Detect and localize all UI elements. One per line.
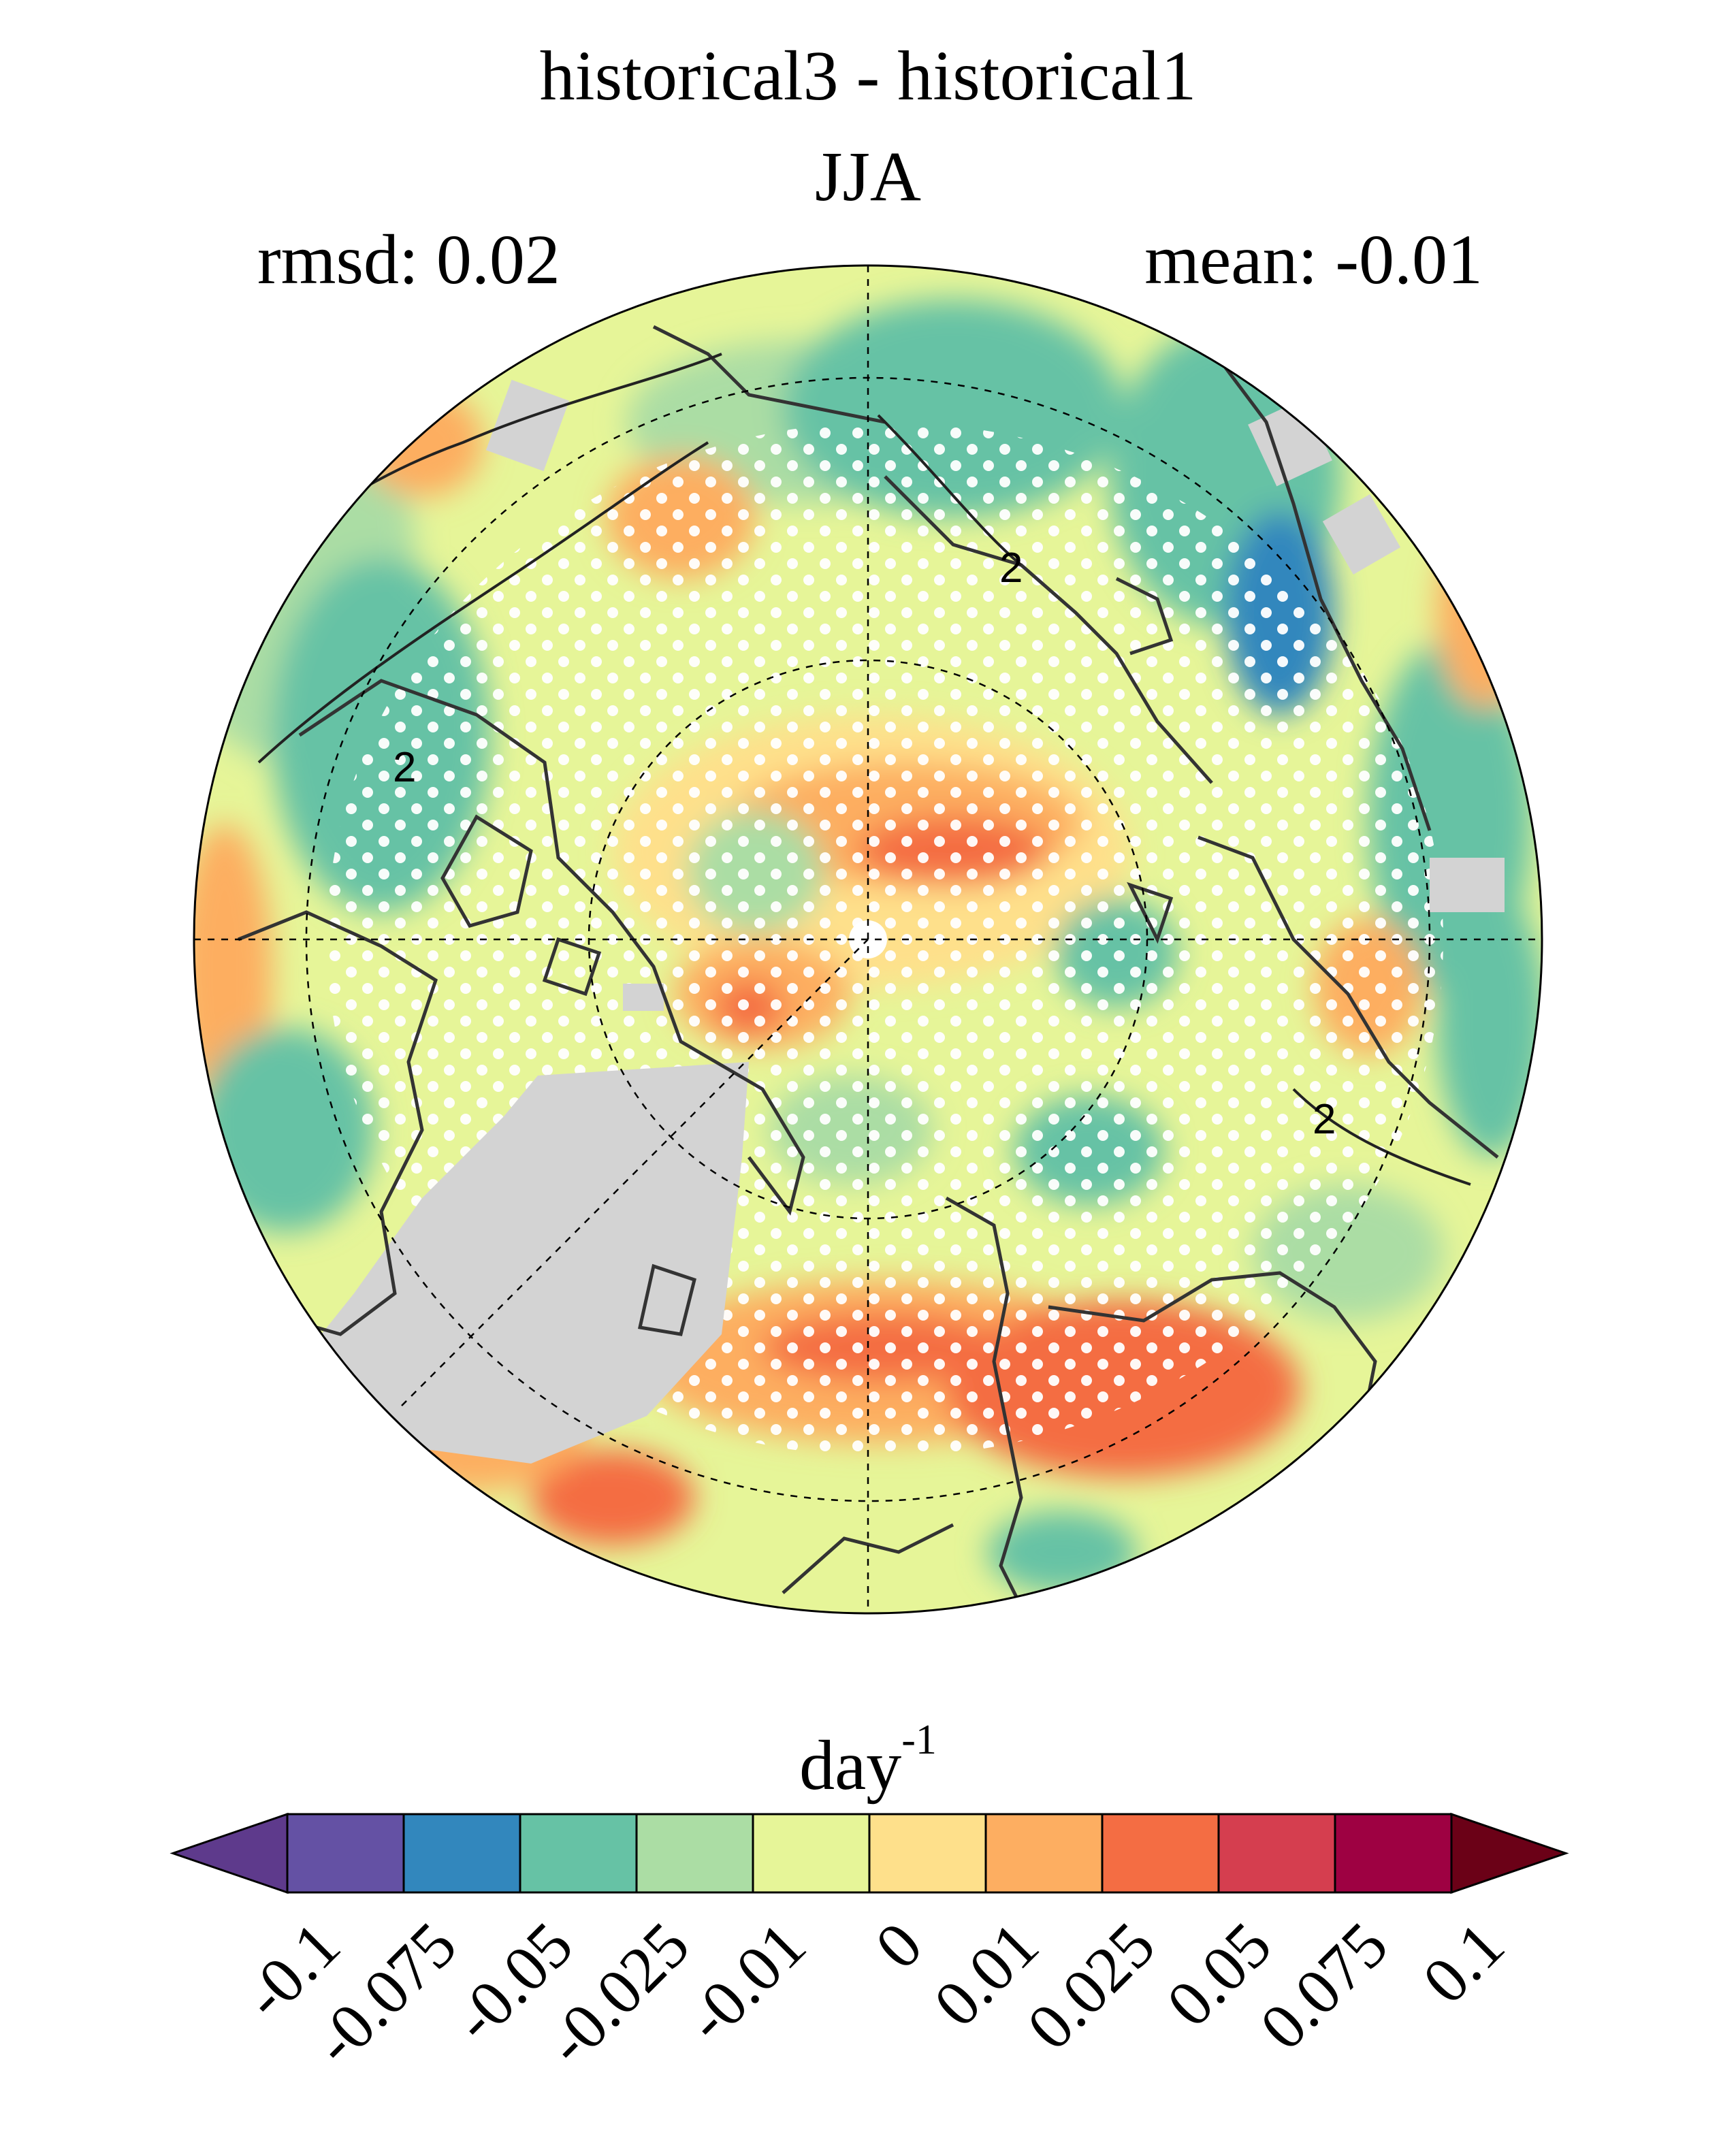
coast-iceland-arc: [652, 325, 886, 424]
colorbar-tick-label: 0.025: [1013, 1908, 1168, 2063]
colorbar-box: [868, 1813, 987, 1894]
contour-label-3: 2: [1313, 1096, 1336, 1143]
rmsd-stat: rmsd: 0.02: [257, 221, 560, 299]
missing-data-a: [485, 379, 570, 472]
coast-alaska: [782, 1523, 954, 1594]
missing-data-greenland: [300, 1062, 749, 1464]
colorbar-tick-label: 0.075: [1246, 1908, 1401, 2063]
colorbar-box: [286, 1813, 405, 1894]
meridian-diag: [401, 939, 869, 1406]
missing-data-d: [1430, 858, 1505, 912]
coast-scandinavia: [884, 475, 1213, 784]
colorbar-unit: day-1: [0, 1719, 1736, 1801]
coast-chukotka: [945, 1196, 1023, 1608]
coastlines: [238, 325, 1499, 1608]
coast-svalbard: [1115, 577, 1174, 656]
missing-data-e: [623, 984, 664, 1011]
colorbar-tick-label: 0: [861, 1908, 936, 1983]
colorbar-tick-label: -0.01: [671, 1908, 819, 2056]
missing-data-c: [1322, 494, 1401, 575]
colorbar-ticks: -0.1-0.075-0.05-0.025-0.01 00.010.0250.05…: [229, 1908, 1517, 2079]
colorbar-box: [519, 1813, 638, 1894]
patch-alaska-hot: [531, 1450, 694, 1545]
colorbar-box: [752, 1813, 871, 1894]
contour-2: [257, 441, 709, 764]
colorbar-box: [635, 1813, 754, 1894]
chart-title: historical3 - historical1: [539, 37, 1197, 115]
map-border: [193, 264, 1543, 1615]
colorbar-extend-high: [1450, 1812, 1569, 1894]
colorbar-box: [1101, 1813, 1220, 1894]
coast-taymyr: [1197, 835, 1499, 1159]
colorbar-body: [170, 1812, 1569, 1894]
coast-severnaya: [1127, 882, 1174, 944]
contour-label-1: 2: [999, 545, 1023, 592]
coast-island-1: [440, 814, 533, 928]
unit-exponent: -1: [901, 1717, 937, 1763]
coast-siberia: [1048, 1271, 1377, 1430]
contour-4: [1292, 1088, 1471, 1186]
colorbar-tick-label: 0.1: [1409, 1908, 1518, 2018]
contour-3: [877, 414, 1023, 566]
chart-subtitle: JJA: [814, 138, 922, 216]
contour-label-2: 2: [393, 744, 416, 791]
colorbar-box: [984, 1813, 1104, 1894]
coast-europe: [1224, 366, 1432, 831]
colorbar-extend-low: [170, 1812, 289, 1894]
coast-island-2: [542, 937, 602, 997]
coast-canada: [238, 910, 438, 1336]
colorbar-box: [1217, 1813, 1336, 1894]
mean-stat: mean: -0.01: [1144, 221, 1483, 299]
polar-map: 2 2 2: [193, 264, 1543, 1615]
colorbar-box: [1334, 1813, 1453, 1894]
unit-base: day: [799, 1726, 902, 1805]
graticule: [194, 265, 1542, 1613]
patch-right-low: [1436, 885, 1542, 1157]
coast-island-3: [637, 1263, 696, 1336]
colorbar-box: [402, 1813, 521, 1894]
patch-left-low: [197, 1028, 374, 1232]
